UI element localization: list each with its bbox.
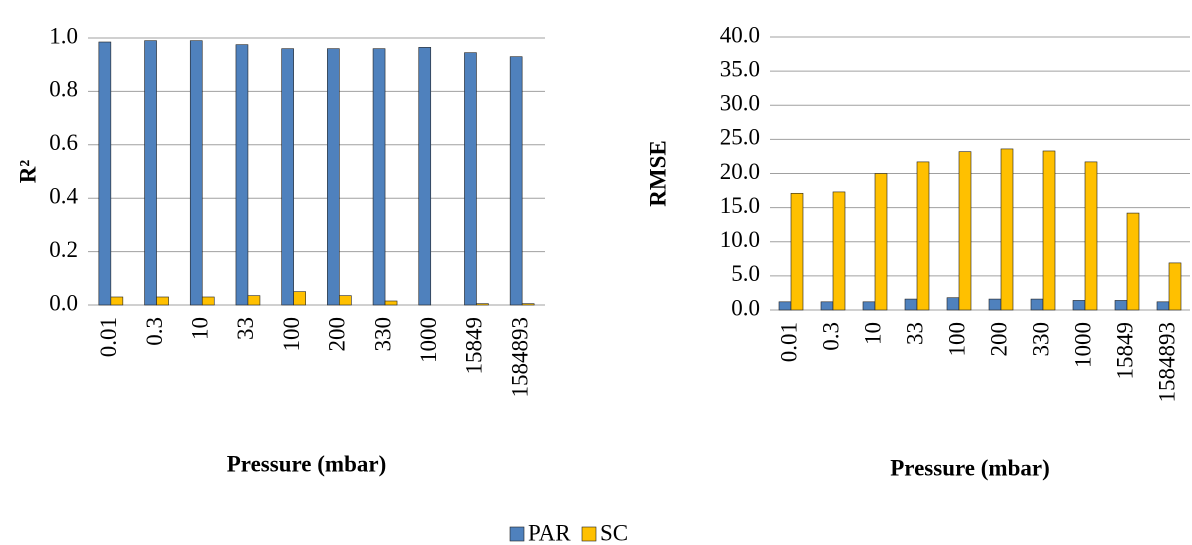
x-tick-label: 33 xyxy=(902,322,927,345)
bar xyxy=(874,173,888,311)
x-axis-title: Pressure (mbar) xyxy=(890,455,1049,480)
y-tick-label: 0.0 xyxy=(49,290,78,315)
x-tick-label: 100 xyxy=(279,317,304,352)
y-tick-label: 15.0 xyxy=(720,193,760,218)
bar xyxy=(1042,150,1056,311)
x-tick-label: 0.01 xyxy=(776,322,801,362)
bar xyxy=(293,291,306,306)
bar xyxy=(1084,161,1098,311)
bar xyxy=(281,48,294,306)
x-tick-label: 10 xyxy=(860,322,885,345)
bar xyxy=(1072,300,1086,311)
x-tick-label: 0.01 xyxy=(96,317,121,357)
bar xyxy=(988,298,1002,311)
y-tick-label: 20.0 xyxy=(720,159,760,184)
bar xyxy=(521,303,535,306)
bar xyxy=(1114,300,1128,311)
x-tick-label: 0.3 xyxy=(142,317,167,346)
bar xyxy=(476,303,489,306)
bar xyxy=(916,161,930,311)
bar xyxy=(820,301,834,311)
x-tick-label: 1584893 xyxy=(507,317,532,398)
bar xyxy=(1030,298,1044,311)
bar xyxy=(1000,148,1014,311)
legend-label: SC xyxy=(600,520,628,545)
bar xyxy=(339,295,352,306)
x-tick-label: 200 xyxy=(986,322,1011,357)
x-tick-label: 10 xyxy=(188,317,213,340)
bar xyxy=(1168,262,1182,311)
y-tick-label: 25.0 xyxy=(720,125,760,150)
x-tick-label: 100 xyxy=(944,322,969,357)
bar xyxy=(418,47,432,306)
bar xyxy=(110,296,124,306)
bar xyxy=(862,301,876,311)
x-tick-label: 1000 xyxy=(416,317,441,363)
bar xyxy=(144,40,157,306)
x-tick-label: 33 xyxy=(233,317,258,340)
bar xyxy=(778,301,792,311)
x-tick-label: 330 xyxy=(370,317,395,352)
x-tick-label: 1000 xyxy=(1070,322,1095,368)
x-tick-label: 1584893 xyxy=(1154,322,1179,403)
bar xyxy=(247,295,261,306)
y-tick-label: 40.0 xyxy=(720,22,760,47)
x-tick-label: 15849 xyxy=(462,317,487,375)
y-tick-label: 0.4 xyxy=(49,183,78,208)
y-tick-label: 0.8 xyxy=(49,77,78,102)
bar xyxy=(946,297,960,311)
x-tick-label: 15849 xyxy=(1112,322,1137,380)
y-axis-title: RMSE xyxy=(645,140,670,206)
y-tick-label: 0.0 xyxy=(731,295,760,320)
y-tick-label: 10.0 xyxy=(720,227,760,252)
bar xyxy=(384,300,398,306)
y-tick-label: 0.6 xyxy=(49,130,78,155)
bar xyxy=(156,296,169,306)
bar xyxy=(327,48,340,306)
y-tick-label: 30.0 xyxy=(720,91,760,116)
legend-label: PAR xyxy=(528,520,571,545)
bar xyxy=(832,191,846,311)
legend-swatch xyxy=(509,526,525,542)
legend-swatch xyxy=(581,526,597,542)
x-axis-title: Pressure (mbar) xyxy=(227,451,386,476)
x-tick-label: 200 xyxy=(325,317,350,352)
bar xyxy=(189,40,203,306)
bar xyxy=(98,41,112,306)
bar xyxy=(235,44,249,306)
bar xyxy=(464,52,477,306)
y-tick-label: 35.0 xyxy=(720,56,760,81)
bar xyxy=(1156,301,1170,311)
y-tick-label: 1.0 xyxy=(49,23,78,48)
bar xyxy=(904,298,918,311)
y-tick-label: 0.2 xyxy=(49,237,78,262)
x-tick-label: 330 xyxy=(1028,322,1053,357)
bar xyxy=(1126,212,1140,311)
y-tick-label: 5.0 xyxy=(731,261,760,286)
bar xyxy=(790,192,804,311)
y-axis-title: R² xyxy=(15,160,40,184)
bar xyxy=(509,56,523,306)
bar xyxy=(372,48,386,306)
x-tick-label: 0.3 xyxy=(818,322,843,351)
bar xyxy=(201,296,215,306)
bar xyxy=(958,151,972,311)
